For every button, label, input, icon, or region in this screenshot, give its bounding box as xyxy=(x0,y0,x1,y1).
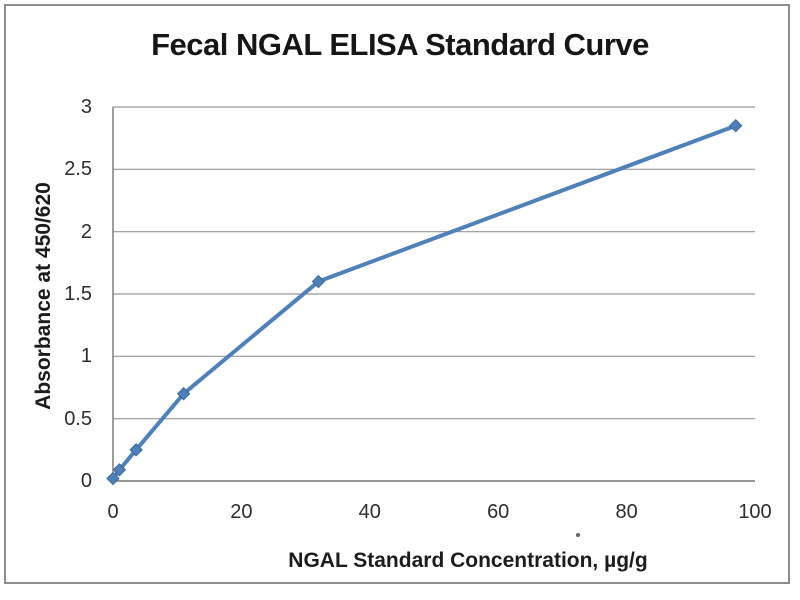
x-tick-label-0: 0 xyxy=(107,501,119,523)
data-point-marker xyxy=(112,463,127,477)
x-tick-label-20: 20 xyxy=(230,501,253,523)
x-axis-title: NGAL Standard Concentration, µg/g xyxy=(288,549,648,572)
y-tick-label-1: 1 xyxy=(80,345,92,368)
x-tick-label-60: 60 xyxy=(487,501,510,523)
y-tick-label-2.5: 2.5 xyxy=(64,158,92,181)
x-tick-label-100: 100 xyxy=(738,501,772,523)
y-tick-label-0.5: 0.5 xyxy=(64,407,92,430)
y-tick-label-0: 0 xyxy=(80,470,92,492)
data-point-marker xyxy=(729,118,743,133)
plot-area xyxy=(106,106,755,486)
data-point-marker xyxy=(176,387,191,401)
y-tick-label-3: 3 xyxy=(80,96,92,118)
x-tick-label-80: 80 xyxy=(615,501,638,523)
data-point-marker xyxy=(311,274,326,289)
y-tick-label-1.5: 1.5 xyxy=(64,283,92,305)
data-point-marker xyxy=(106,471,120,486)
data-point-marker xyxy=(129,443,143,457)
stray-dot-artifact xyxy=(576,533,580,537)
chart-title: Fecal NGAL ELISA Standard Curve xyxy=(151,27,649,62)
x-tick-label-40: 40 xyxy=(358,501,381,523)
standard-curve-line xyxy=(111,123,738,481)
y-tick-label-2: 2 xyxy=(80,220,92,243)
